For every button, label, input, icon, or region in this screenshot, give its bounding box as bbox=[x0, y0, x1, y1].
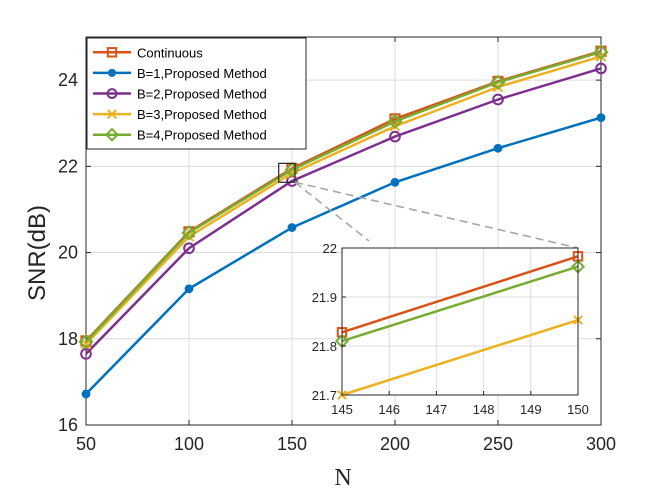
inset-y-tick-label: 21.8 bbox=[312, 339, 337, 354]
x-tick-label: 300 bbox=[586, 434, 616, 454]
legend-label-continuous: Continuous bbox=[137, 45, 203, 60]
main-frame bbox=[85, 36, 602, 426]
inset-x-tick-label: 149 bbox=[520, 402, 542, 417]
series-point-b-4-proposed-method bbox=[78, 334, 94, 350]
legend-label-b-3-proposed-method: B=3,Proposed Method bbox=[137, 107, 267, 122]
inset-y-tick-label: 21.9 bbox=[312, 290, 337, 305]
inset-line-b-3-proposed-method bbox=[341, 318, 579, 397]
legend-label-b-4-proposed-method: B=4,Proposed Method bbox=[137, 128, 267, 143]
series-point-b-4-proposed-method bbox=[387, 113, 403, 130]
x-tick-label: 50 bbox=[76, 434, 96, 454]
x-tick-label: 250 bbox=[483, 434, 513, 454]
inset-x-tick-label: 145 bbox=[331, 402, 353, 417]
series-point-b-4-proposed-method bbox=[284, 162, 300, 178]
series-line-b-3-proposed-method bbox=[85, 55, 602, 345]
y-tick-label: 18 bbox=[58, 329, 78, 349]
series-point-b-1-proposed-method bbox=[596, 113, 606, 123]
zoom-indicator bbox=[278, 162, 579, 249]
x-tick-label: 150 bbox=[277, 434, 307, 454]
series-point-b-3-proposed-method bbox=[80, 338, 92, 350]
main-ticks: 50 100 150 200 250 300 16 18 20 22 24 bbox=[58, 37, 616, 454]
series-line-b-2-proposed-method bbox=[85, 67, 602, 355]
series-point-b-2-proposed-method bbox=[183, 242, 195, 255]
legend-marker-b-1-proposed-method bbox=[107, 68, 117, 77]
inset-x-tick-label: 148 bbox=[473, 402, 495, 417]
x-tick-label: 100 bbox=[174, 434, 204, 454]
y-tick-label: 16 bbox=[58, 415, 78, 435]
y-tick-label: 24 bbox=[58, 70, 78, 90]
series-point-b-2-proposed-method bbox=[389, 130, 401, 143]
series-point-b-1-proposed-method bbox=[493, 143, 503, 153]
inset-y-tick-label: 22 bbox=[323, 241, 337, 256]
series-point-b-1-proposed-method bbox=[184, 284, 194, 294]
inset-background bbox=[342, 248, 578, 395]
series-point-b-2-proposed-method bbox=[492, 93, 504, 106]
y-axis-label: SNR(dB) bbox=[24, 205, 51, 301]
inset-x-tick-label: 147 bbox=[426, 402, 448, 417]
zoom-connector bbox=[294, 181, 579, 249]
series-point-b-1-proposed-method bbox=[81, 389, 91, 399]
series-line-b-4-proposed-method bbox=[85, 50, 602, 343]
plot-border bbox=[85, 36, 602, 426]
inset-line-b-4-proposed-method bbox=[341, 265, 579, 343]
series-point-b-4-proposed-method bbox=[490, 74, 506, 90]
inset-border bbox=[341, 247, 579, 396]
inset-y-tick-label: 21.7 bbox=[312, 388, 337, 403]
series-point-b-1-proposed-method bbox=[287, 223, 297, 232]
legend-marker-b-2-proposed-method bbox=[106, 88, 118, 99]
series-point-b-4-proposed-method bbox=[181, 225, 197, 241]
y-tick-label: 22 bbox=[58, 156, 78, 176]
legend: Continuous B=1,Proposed Method B=2,Propose… bbox=[86, 37, 307, 150]
x-tick-label: 200 bbox=[380, 434, 410, 454]
legend-marker-b-3-proposed-method bbox=[107, 109, 117, 120]
legend-marker-continuous bbox=[106, 47, 118, 58]
inset-x-tick-label: 146 bbox=[378, 402, 400, 417]
series-point-b-3-proposed-method bbox=[183, 231, 195, 242]
inset-line-continuous bbox=[341, 255, 579, 334]
zoom-box bbox=[278, 162, 296, 183]
legend-marker-b-4-proposed-method bbox=[104, 127, 120, 142]
legend-label-b-1-proposed-method: B=1,Proposed Method bbox=[137, 66, 267, 81]
main-series bbox=[78, 44, 609, 399]
series-point-b-1-proposed-method bbox=[390, 177, 400, 187]
y-tick-label: 20 bbox=[58, 243, 78, 263]
inset-x-tick-label: 150 bbox=[567, 402, 589, 417]
series-point-b-2-proposed-method bbox=[595, 62, 607, 75]
series-point-b-4-proposed-method bbox=[593, 44, 609, 60]
series-line-b-1-proposed-method bbox=[85, 116, 602, 395]
legend-label-b-2-proposed-method: B=2,Proposed Method bbox=[137, 87, 267, 102]
x-axis-label: N bbox=[334, 465, 351, 491]
zoom-connector bbox=[294, 181, 370, 242]
inset-plot: 145 146 147 148 149 150 21.7 21.8 21.9 22 bbox=[312, 241, 589, 417]
